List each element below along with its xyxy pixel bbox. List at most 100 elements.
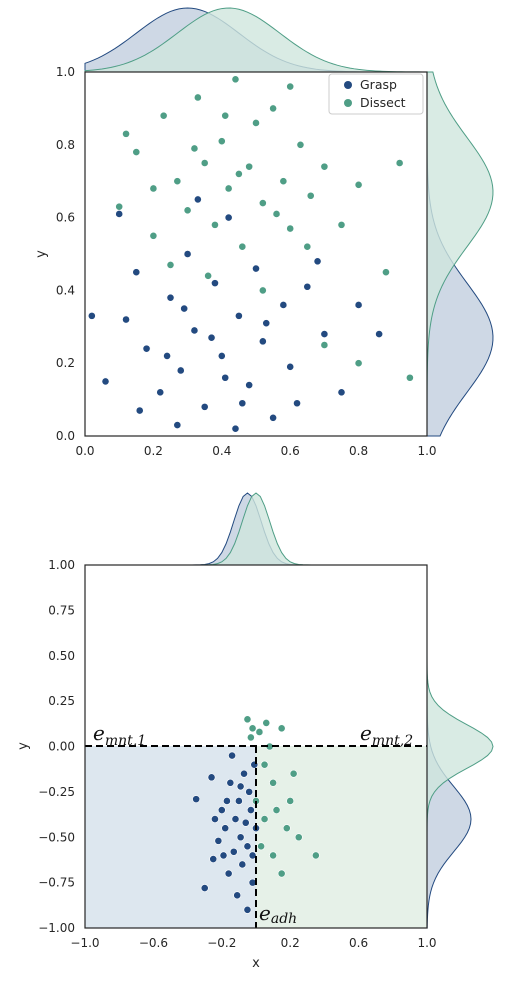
top-point-grasp-15 [258,337,267,346]
bottom-scatter-points [192,715,320,914]
top-point-grasp-10 [217,352,226,360]
top-x-tick-5: 1.0 [417,444,436,458]
top-point-grasp-36 [163,352,171,360]
bottom-x-marginal-density [85,492,427,566]
top-point-dissect-4 [173,177,182,186]
top-point-grasp-18 [286,362,295,371]
bottom-point-grasp-25 [207,773,216,782]
bottom-x-axis-label: x [252,956,260,971]
top-point-grasp-29 [293,399,301,408]
top-point-dissect-2 [149,231,158,240]
bottom-point-dissect-19 [289,769,298,778]
top-scatter-points [87,75,414,433]
bottom-point-dissect-5 [277,724,286,733]
top-point-grasp-19 [303,282,312,291]
top-point-dissect-1 [132,148,141,156]
top-point-grasp-0 [101,377,110,386]
bottom-point-grasp-8 [229,847,238,856]
bottom-point-dissect-10 [269,851,277,860]
top-point-grasp-16 [269,413,277,422]
annotation-e-adh: eadh [259,901,297,927]
top-point-grasp-3 [156,388,165,397]
bottom-y-tick-6: 0.50 [48,649,75,663]
bottom-point-dissect-4 [269,778,277,787]
bottom-point-grasp-17 [246,806,255,814]
bottom-point-grasp-24 [228,751,236,760]
top-point-grasp-32 [207,333,216,342]
top-point-grasp-13 [245,381,254,389]
top-x-tick-4: 0.8 [349,444,368,458]
top-point-grasp-12 [234,311,243,320]
bottom-point-grasp-11 [236,833,245,842]
bottom-point-grasp-1 [200,884,209,892]
top-point-dissect-9 [217,137,226,146]
bottom-point-grasp-21 [211,815,219,823]
bottom-point-grasp-22 [219,851,228,860]
bottom-y-tick-3: −0.25 [38,785,75,799]
top-point-grasp-21 [337,388,346,397]
bottom-point-grasp-6 [224,869,233,878]
top-point-dissect-34 [234,170,243,178]
bottom-y-tick-1: −0.75 [38,876,75,890]
top-point-grasp-37 [238,399,247,408]
top-point-grasp-9 [211,279,219,288]
top-point-dissect-0 [115,202,124,211]
top-y-tick-labels: 0.0 0.2 0.4 0.6 0.8 1.0 [56,65,75,443]
bottom-point-dissect-0 [243,715,252,724]
top-point-dissect-23 [354,180,363,189]
legend-label-dissect: Dissect [360,95,406,110]
bottom-y-tick-8: 1.00 [48,558,75,572]
top-point-dissect-32 [405,373,414,382]
region-dissect [256,746,427,928]
bottom-point-dissect-7 [294,833,303,842]
top-point-grasp-28 [231,424,240,433]
top-point-grasp-2 [142,344,151,353]
top-y-tick-4: 0.8 [56,138,75,152]
top-y-tick-3: 0.6 [56,211,75,225]
bottom-point-grasp-5 [221,824,230,833]
bottom-point-dissect-3 [260,760,269,769]
top-y-tick-5: 1.0 [56,65,75,79]
top-x-tick-2: 0.4 [212,444,231,458]
top-point-dissect-13 [245,162,254,171]
legend: Grasp Dissect [328,73,424,115]
top-point-dissect-17 [279,177,288,186]
bottom-point-grasp-3 [214,836,223,845]
bottom-point-dissect-9 [260,815,269,823]
bottom-point-grasp-4 [217,806,226,814]
top-point-grasp-27 [173,421,182,429]
top-point-grasp-20 [320,330,329,338]
bottom-x-tick-2: −0.2 [207,936,236,950]
top-point-grasp-14 [252,264,260,273]
bottom-point-dissect-1 [248,724,257,733]
top-point-dissect-16 [269,104,277,113]
top-point-dissect-3 [159,111,168,120]
bottom-point-grasp-0 [192,795,201,804]
top-point-dissect-30 [320,341,329,349]
top-point-dissect-14 [252,119,260,127]
bottom-x-tick-1: −0.6 [139,936,168,950]
top-point-dissect-37 [221,111,230,120]
bottom-point-grasp-15 [243,842,252,851]
top-point-dissect-29 [258,286,267,295]
bottom-point-grasp-14 [241,818,250,827]
top-point-grasp-34 [180,304,189,313]
top-point-dissect-25 [395,159,404,167]
top-point-grasp-4 [166,293,175,302]
bottom-point-dissect-6 [286,797,295,805]
bottom-point-grasp-9 [231,815,240,823]
bottom-y-tick-labels: −1.00 −0.75 −0.50 −0.25 0.00 0.25 0.50 0.75 1.00 [38,558,75,935]
top-x-tick-1: 0.2 [144,444,163,458]
bottom-point-dissect-17 [246,733,255,742]
joint-plot-bottom: −1.0 −0.6 −0.2 0.2 0.6 1.0 −1.00 −0.75 −0.50 −0.… [16,492,494,971]
top-y-tick-1: 0.2 [56,356,75,370]
top-x-tick-labels: 0.0 0.2 0.4 0.6 0.8 1.0 [75,444,436,458]
top-point-dissect-24 [382,268,390,277]
top-point-dissect-10 [224,184,233,193]
top-x-tick-0: 0.0 [75,444,94,458]
bottom-axes-frame [84,564,428,929]
top-point-dissect-11 [231,75,240,84]
bottom-y-tick-5: 0.25 [48,694,75,708]
legend-box [328,73,424,115]
